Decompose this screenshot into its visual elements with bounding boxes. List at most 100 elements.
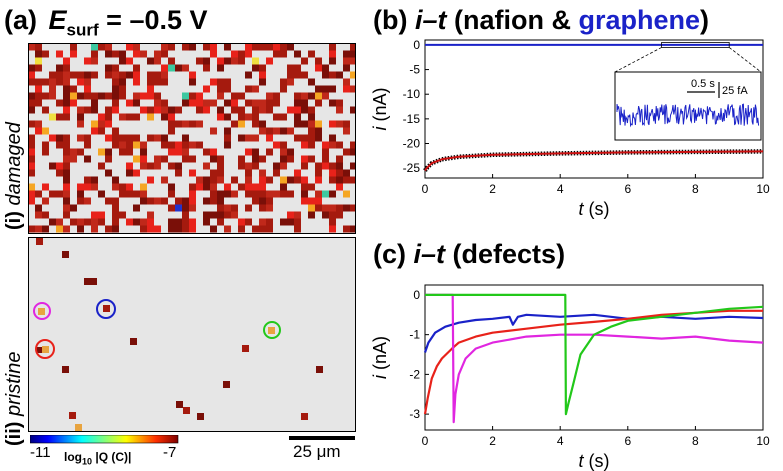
row-ii-label: pristine (3, 351, 25, 416)
colorbar-min: -11 (30, 444, 51, 461)
damaged-cell (112, 204, 119, 212)
damaged-cell (189, 225, 196, 233)
damaged-cell (224, 225, 231, 233)
damaged-cell (154, 99, 161, 107)
x-tick-label: 0 (422, 434, 429, 448)
damaged-cell (252, 85, 259, 93)
y-axis-label: i (nA) (370, 336, 390, 379)
damaged-cell (49, 134, 56, 142)
damaged-cell (287, 106, 294, 114)
defect-cell (103, 305, 110, 312)
damaged-cell (329, 141, 336, 149)
damaged-cell (49, 71, 56, 79)
damaged-cell (294, 64, 301, 72)
damaged-cell (112, 225, 119, 233)
damaged-cell (259, 127, 266, 135)
damaged-cell (119, 141, 126, 149)
damaged-cell (133, 78, 140, 86)
damaged-cell (245, 218, 252, 226)
y-tick-label: -10 (403, 87, 421, 101)
damaged-cell (105, 106, 112, 114)
damaged-cell (91, 127, 98, 135)
damaged-cell (28, 106, 35, 114)
damaged-cell (245, 162, 252, 170)
x-axis-label: t (s) (578, 451, 609, 471)
damaged-cell (217, 92, 224, 100)
damaged-cell (70, 204, 77, 212)
damaged-cell (196, 120, 203, 128)
damaged-cell (35, 211, 42, 219)
damaged-cell (224, 99, 231, 107)
damaged-cell (84, 197, 91, 205)
damaged-cell (28, 134, 35, 142)
damaged-cell (77, 78, 84, 86)
damaged-cell (35, 78, 42, 86)
damaged-cell (182, 120, 189, 128)
defect-cell (90, 278, 97, 285)
damaged-cell (112, 106, 119, 114)
damaged-cell (175, 162, 182, 170)
damaged-cell (238, 162, 245, 170)
damaged-cell (231, 106, 238, 114)
damaged-cell (119, 92, 126, 100)
damaged-cell (287, 155, 294, 163)
damaged-cell (84, 78, 91, 86)
damaged-cell (259, 99, 266, 107)
damaged-cell (105, 155, 112, 163)
damaged-cell (343, 78, 350, 86)
damaged-cell (112, 218, 119, 226)
damaged-cell (203, 148, 210, 156)
damaged-cell (84, 92, 91, 100)
damaged-cell (168, 113, 175, 121)
damaged-cell (238, 155, 245, 163)
damaged-cell (91, 106, 98, 114)
damaged-cell (147, 113, 154, 121)
damaged-cell (161, 71, 168, 79)
damaged-cell (238, 106, 245, 114)
defect-cell (75, 424, 82, 431)
damaged-cell (245, 43, 252, 51)
damaged-cell (196, 99, 203, 107)
damaged-cell (56, 71, 63, 79)
damaged-cell (210, 99, 217, 107)
damaged-cell (112, 127, 119, 135)
chart-c-axes: 0 2 4 6 8 10 0 -1 -2 -3 t (s) i (nA) (370, 284, 770, 471)
damaged-cell (336, 141, 343, 149)
damaged-cell (35, 85, 42, 93)
damaged-cell (98, 218, 105, 226)
damaged-cell (119, 85, 126, 93)
chart-b-series (423, 43, 764, 172)
damaged-cell (259, 78, 266, 86)
damaged-cell (140, 141, 147, 149)
zoom-box (661, 42, 730, 48)
defect-cell (130, 338, 137, 345)
colorbar-gradient (30, 435, 179, 444)
damaged-cell (140, 183, 147, 191)
damaged-cell (231, 176, 238, 184)
damaged-cell (301, 57, 308, 65)
damaged-cell (273, 99, 280, 107)
damaged-cell (301, 197, 308, 205)
damaged-cell (147, 106, 154, 114)
damaged-cell (49, 162, 56, 170)
x-tick-label: 2 (489, 434, 496, 448)
damaged-cell (315, 169, 322, 177)
damaged-cell (217, 190, 224, 198)
damaged-cell (322, 155, 329, 163)
damaged-cell (224, 127, 231, 135)
damaged-cell (315, 204, 322, 212)
damaged-cell (266, 225, 273, 233)
damaged-cell (70, 43, 77, 51)
damaged-cell (301, 120, 308, 128)
damaged-cell (70, 71, 77, 79)
damaged-cell (91, 92, 98, 100)
damaged-cell (91, 99, 98, 107)
damaged-cell (161, 141, 168, 149)
series-line-magenta (425, 293, 764, 424)
damaged-cell (63, 71, 70, 79)
damaged-cell (77, 113, 84, 121)
damaged-cell (343, 57, 350, 65)
damaged-cell (147, 134, 154, 142)
damaged-cell (126, 57, 133, 65)
damaged-cell (350, 43, 356, 51)
